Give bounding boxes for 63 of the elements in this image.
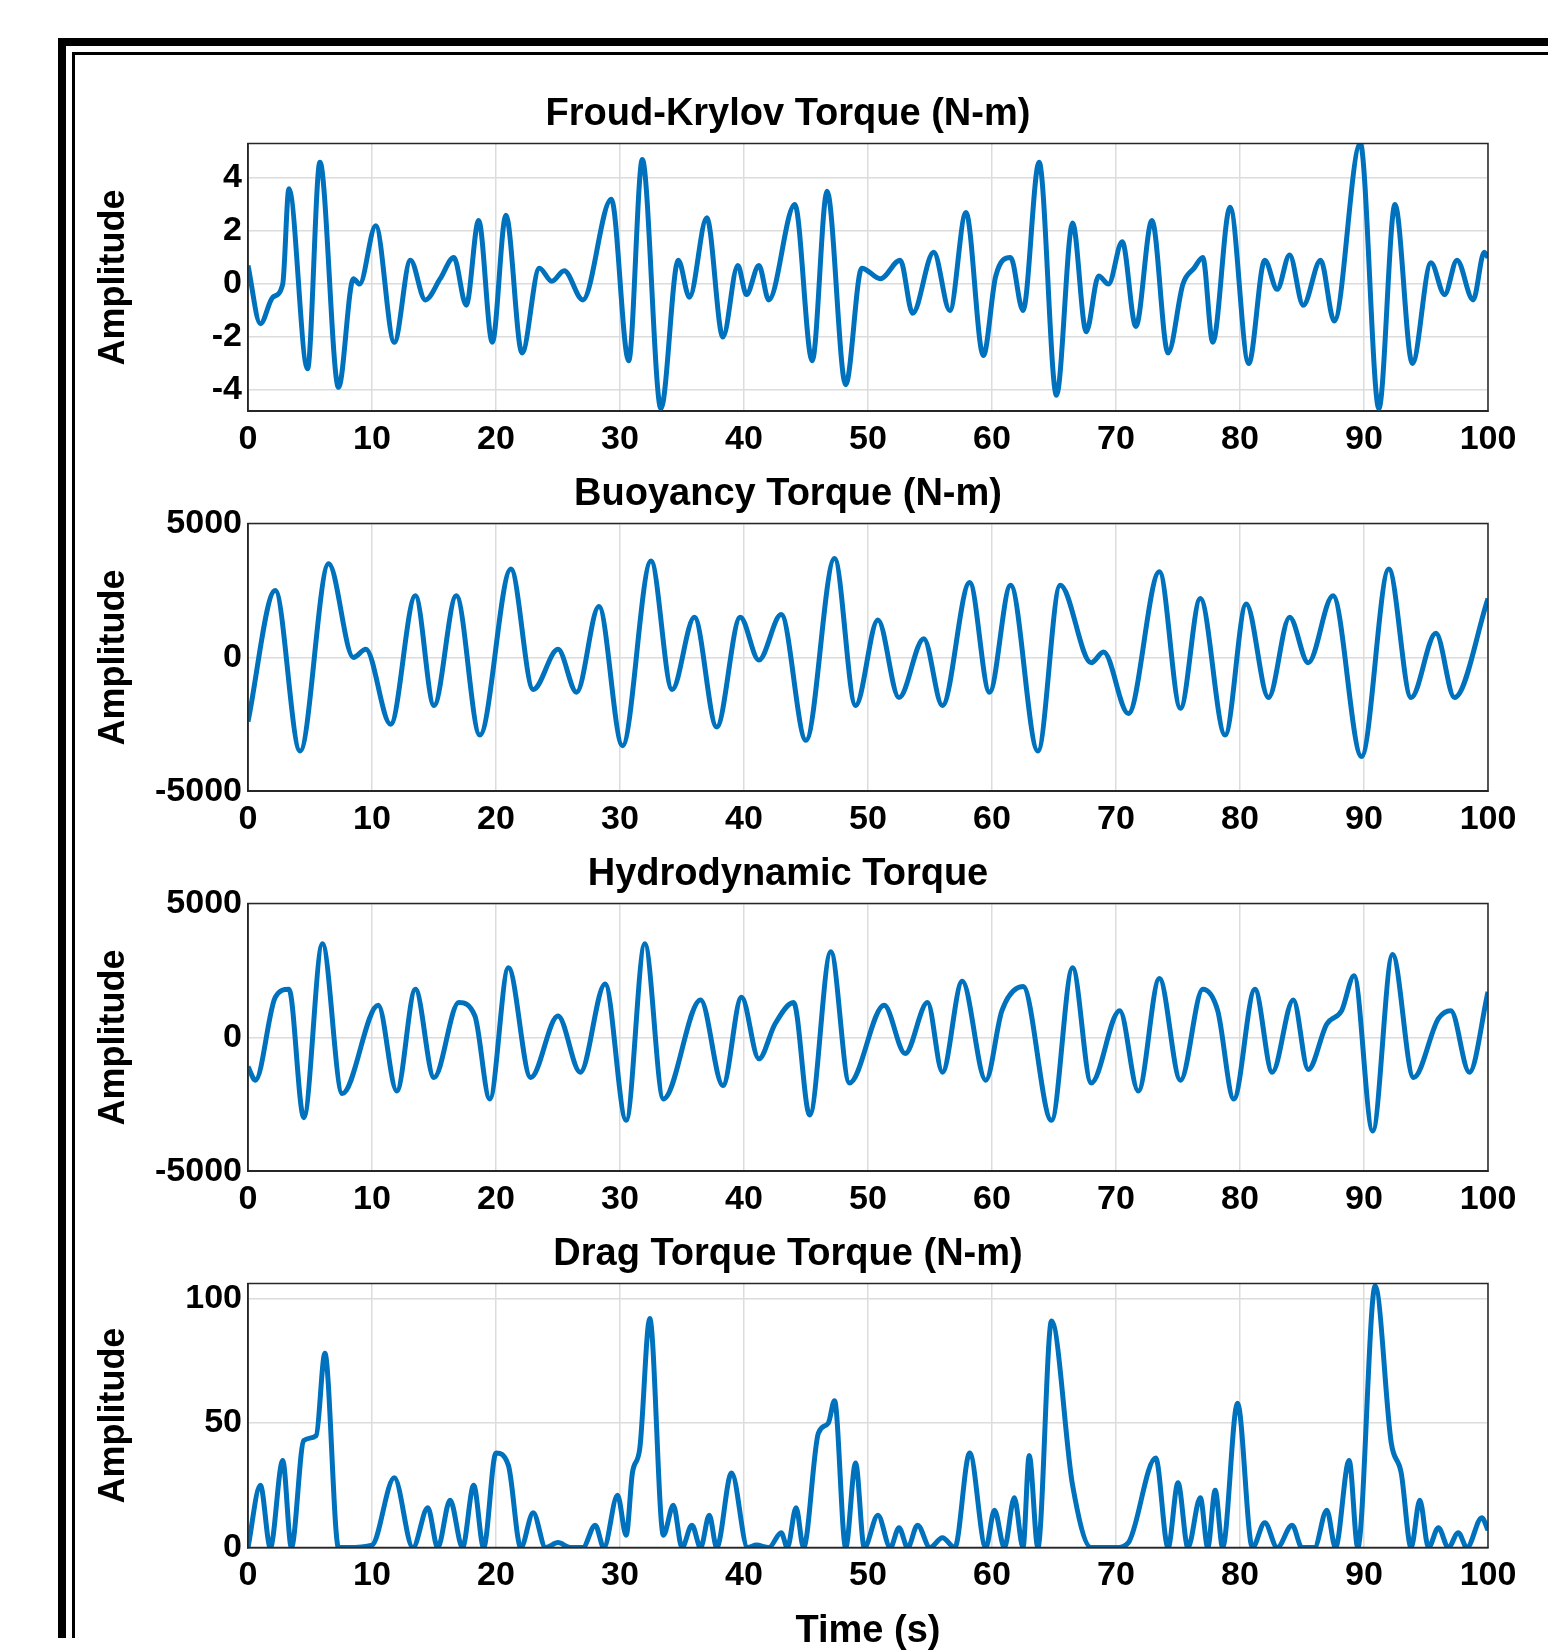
y-tick-label: 50 xyxy=(204,1401,242,1440)
x-tick-label: 30 xyxy=(601,1554,639,1593)
x-tick-label: 40 xyxy=(725,1177,763,1216)
x-tick-label: 100 xyxy=(1459,417,1517,456)
y-tick-label: 0 xyxy=(223,262,242,301)
x-tick-label: 80 xyxy=(1221,1177,1259,1216)
x-tick-label: 10 xyxy=(353,417,391,456)
x-tick-label: 90 xyxy=(1345,1554,1383,1593)
chart-title: Froud-Krylov Torque (N-m) xyxy=(545,91,1031,134)
x-tick-label: 30 xyxy=(601,797,639,836)
x-tick-label: 60 xyxy=(973,417,1011,456)
x-tick-label: 20 xyxy=(477,1177,515,1216)
y-tick-label: -5000 xyxy=(155,1149,242,1188)
x-tick-label: 80 xyxy=(1221,417,1259,456)
x-tick-label: 60 xyxy=(973,797,1011,836)
y-tick-label: 0 xyxy=(223,635,242,674)
chart-title: Drag Torque Torque (N-m) xyxy=(553,1231,1023,1274)
x-axis-title: Time (s) xyxy=(795,1607,941,1650)
x-tick-label: 90 xyxy=(1345,1177,1383,1216)
chart-title: Buoyancy Torque (N-m) xyxy=(574,471,1002,514)
x-tick-label: 30 xyxy=(601,417,639,456)
x-tick-label: 20 xyxy=(477,797,515,836)
y-axis-title: Amplitude xyxy=(90,1327,132,1504)
y-axis-title: Amplitude xyxy=(90,569,132,746)
x-tick-label: 70 xyxy=(1097,1177,1135,1216)
y-tick-label: -4 xyxy=(211,368,243,407)
x-tick-label: 20 xyxy=(477,1554,515,1593)
y-tick-label: 4 xyxy=(223,156,243,195)
x-tick-label: 100 xyxy=(1459,1177,1517,1216)
y-tick-label: 0 xyxy=(223,1525,242,1564)
y-tick-label: -5000 xyxy=(155,769,242,808)
y-tick-label: 100 xyxy=(185,1276,242,1315)
x-tick-label: 40 xyxy=(725,1554,763,1593)
y-tick-label: -2 xyxy=(211,315,242,354)
x-tick-label: 70 xyxy=(1097,417,1135,456)
x-tick-label: 80 xyxy=(1221,797,1259,836)
x-tick-label: 70 xyxy=(1097,797,1135,836)
x-tick-label: 30 xyxy=(601,1177,639,1216)
x-tick-label: 90 xyxy=(1345,797,1383,836)
x-tick-label: 100 xyxy=(1459,1554,1517,1593)
y-tick-label: 5000 xyxy=(166,881,242,920)
x-tick-label: 40 xyxy=(725,797,763,836)
x-tick-label: 80 xyxy=(1221,1554,1259,1593)
x-tick-label: 60 xyxy=(973,1554,1011,1593)
x-tick-label: 10 xyxy=(353,797,391,836)
x-tick-label: 40 xyxy=(725,417,763,456)
x-tick-label: 50 xyxy=(849,797,887,836)
x-tick-label: 100 xyxy=(1459,797,1517,836)
x-tick-label: 60 xyxy=(973,1177,1011,1216)
y-axis-title: Amplitude xyxy=(90,949,132,1126)
x-tick-label: 10 xyxy=(353,1554,391,1593)
x-tick-label: 10 xyxy=(353,1177,391,1216)
x-tick-label: 90 xyxy=(1345,417,1383,456)
x-tick-label: 50 xyxy=(849,1554,887,1593)
x-tick-label: 20 xyxy=(477,417,515,456)
y-tick-label: 5000 xyxy=(166,501,242,540)
y-tick-label: 2 xyxy=(223,209,242,248)
x-tick-label: 70 xyxy=(1097,1554,1135,1593)
x-tick-label: 50 xyxy=(849,417,887,456)
x-tick-label: 50 xyxy=(849,1177,887,1216)
y-tick-label: 0 xyxy=(223,1015,242,1054)
chart-title: Hydrodynamic Torque xyxy=(587,851,989,894)
y-axis-title: Amplitude xyxy=(90,189,132,366)
